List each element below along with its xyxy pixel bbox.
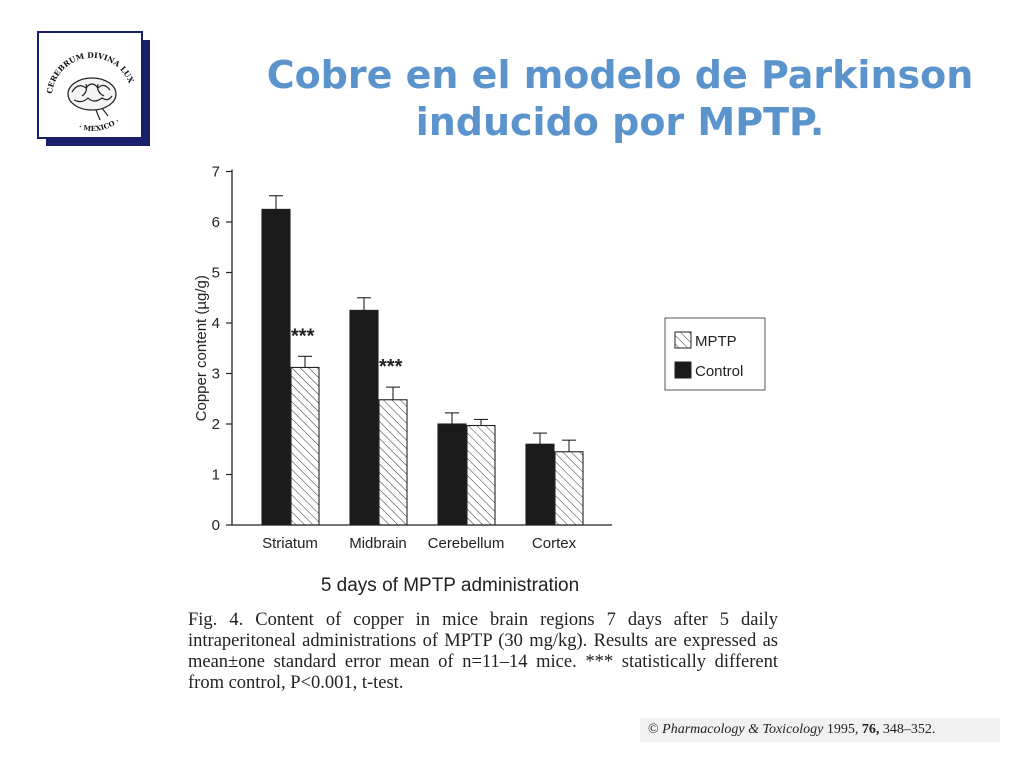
bar-control-midbrain	[349, 309, 379, 526]
bar-mptp-cerebellum	[466, 424, 496, 526]
bar-mptp-striatum	[290, 366, 320, 526]
y-axis-label: Copper content (µg/g)	[193, 275, 210, 421]
significance-marker-striatum: ***	[291, 325, 315, 347]
title-line-1: Cobre en el modelo de Parkinson	[266, 53, 974, 97]
y-tick-label-6: 6	[212, 214, 220, 231]
y-tick-label-0: 0	[212, 517, 220, 534]
journal-name: Pharmacology & Toxicology	[662, 722, 824, 737]
x-axis-label: 5 days of MPTP administration	[321, 575, 579, 596]
slide-title: Cobre en el modelo de Parkinson inducido…	[220, 52, 1020, 146]
copyright-symbol: ©	[648, 722, 659, 737]
legend-swatch-mptp	[674, 331, 692, 349]
title-line-2: inducido por MPTP.	[415, 100, 825, 144]
bar-control-cerebellum	[437, 423, 467, 526]
y-tick-label-7: 7	[212, 164, 220, 181]
y-tick-label-5: 5	[212, 265, 220, 282]
y-tick-label-2: 2	[212, 416, 220, 433]
bar-control-striatum	[261, 208, 291, 526]
x-tick-label-midbrain: Midbrain	[349, 535, 407, 552]
x-tick-label-cerebellum: Cerebellum	[428, 535, 505, 552]
institution-logo: CEREBRUM DIVINA LUX RATIO SALUS SCIENTIA…	[36, 30, 150, 146]
figure-caption: Fig. 4. Content of copper in mice brain …	[188, 610, 778, 693]
bar-mptp-midbrain	[378, 399, 408, 526]
citation-year: 1995,	[826, 722, 859, 737]
y-tick-label-4: 4	[212, 315, 220, 332]
legend-label-control: Control	[695, 363, 743, 380]
significance-marker-midbrain: ***	[379, 356, 403, 378]
y-tick-label-1: 1	[212, 467, 220, 484]
brain-icon	[67, 77, 117, 121]
bar-control-cortex	[525, 443, 555, 526]
y-tick-label-3: 3	[212, 366, 220, 383]
citation-pages: 348–352.	[882, 722, 936, 737]
copper-bar-chart: 0 1 2 3 4 5 6 7 Copper content (µg/g) *** Striatum…	[193, 164, 766, 596]
legend-label-mptp: MPTP	[695, 333, 737, 350]
bar-mptp-cortex	[554, 451, 584, 526]
citation-volume: 76,	[861, 722, 880, 737]
x-tick-label-striatum: Striatum	[262, 535, 318, 552]
source-citation: © Pharmacology & Toxicology 1995, 76, 34…	[640, 718, 1000, 742]
x-tick-label-cortex: Cortex	[532, 535, 577, 552]
legend-swatch-control	[674, 361, 692, 379]
